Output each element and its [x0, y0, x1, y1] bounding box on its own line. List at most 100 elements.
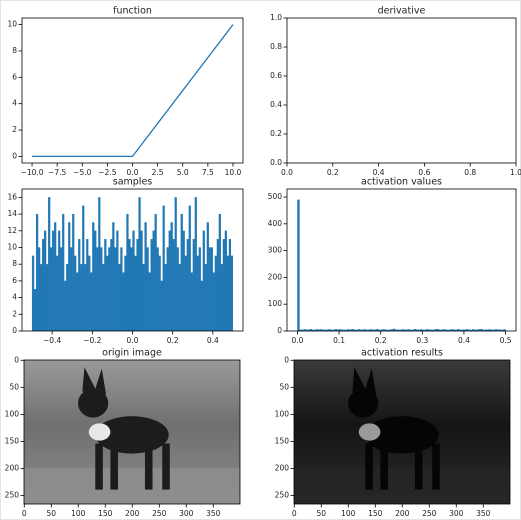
hist-bar	[80, 264, 83, 332]
subplot-title: derivative	[378, 6, 426, 17]
x-tick-label: 300	[449, 509, 464, 518]
hist-bar	[160, 280, 163, 332]
axes-frame	[286, 188, 517, 332]
hist-bar	[126, 213, 129, 332]
hist-bar	[150, 239, 153, 332]
x-tick-label: 50	[316, 509, 326, 518]
hist-bar	[118, 264, 121, 332]
hist-bar	[140, 230, 143, 332]
y-tick-label: 0	[12, 151, 17, 160]
hist-bar	[222, 239, 226, 332]
hist-bar	[148, 272, 151, 332]
x-tick-label: 0.8	[464, 168, 476, 177]
y-tick-label: 150	[5, 436, 20, 445]
hist-bar	[82, 205, 85, 332]
hist-bar	[48, 197, 51, 332]
hist-bar	[130, 247, 133, 332]
hist-bar	[188, 205, 191, 332]
hist-bar	[206, 222, 209, 332]
hist-bar	[92, 222, 95, 332]
image-ground	[294, 468, 510, 504]
hist-bar	[226, 255, 230, 332]
y-tick-label: 0.6	[270, 71, 282, 80]
hist-bar	[164, 264, 167, 332]
y-tick-label: 200	[275, 464, 290, 473]
x-tick-label: 0.4	[373, 168, 385, 177]
hist-bar	[68, 222, 71, 332]
hist-bar	[46, 264, 49, 332]
hist-bar	[50, 247, 53, 332]
hist-bar	[70, 247, 73, 332]
hist-bar	[41, 239, 45, 332]
dog-chest	[358, 423, 381, 441]
y-tick-label: 0	[12, 326, 17, 335]
hist-bar	[156, 247, 159, 332]
x-tick-label: −10.0	[21, 168, 44, 177]
dog-leg	[414, 443, 423, 490]
hist-bar	[96, 247, 99, 332]
hist-bar	[170, 222, 173, 332]
hist-bar	[198, 247, 201, 332]
y-tick-label: 400	[268, 219, 283, 228]
y-tick-label: 0	[277, 326, 282, 335]
x-tick-label: 250	[422, 509, 437, 518]
x-tick-label: 0.0	[127, 336, 139, 345]
x-tick-label: 350	[476, 509, 491, 518]
x-tick-label: 350	[206, 509, 221, 518]
y-tick-label: 16	[7, 192, 17, 201]
hist-bar	[146, 247, 149, 332]
y-tick-label: 8	[12, 46, 17, 55]
x-tick-label: 0.0	[281, 168, 293, 177]
hist-bar	[134, 255, 137, 332]
x-tick-label: 150	[368, 509, 383, 518]
hist-bar	[214, 255, 217, 332]
y-tick-label: 50	[279, 382, 289, 391]
hist-bar	[58, 230, 61, 332]
y-tick-label: 6	[12, 72, 17, 81]
x-tick-label: 200	[125, 509, 140, 518]
dog-leg	[110, 443, 118, 490]
hist-bar	[116, 230, 119, 332]
hist-bar	[54, 222, 57, 332]
y-tick-label: 250	[5, 491, 20, 500]
x-tick-label: 0	[292, 509, 297, 518]
x-tick-label: 100	[341, 509, 356, 518]
axes-frame	[293, 359, 511, 505]
y-tick-label: 14	[7, 209, 17, 218]
hist-bar	[192, 239, 195, 332]
x-tick-label: 50	[46, 509, 56, 518]
y-tick-label: 4	[12, 99, 17, 108]
hist-bar	[102, 264, 105, 332]
hist-bar	[128, 239, 131, 332]
y-tick-label: 12	[7, 226, 17, 235]
y-tick-label: 250	[275, 491, 290, 500]
hist-bar	[228, 239, 232, 332]
subplot-title: samples	[113, 177, 153, 188]
x-tick-label: 300	[179, 509, 194, 518]
x-tick-label: 0.2	[375, 336, 387, 345]
x-tick-label: 10.0	[225, 168, 242, 177]
y-tick-label: 2	[12, 125, 17, 134]
hist-bar	[39, 264, 43, 332]
hist-bar	[200, 280, 203, 332]
hist-bar	[122, 272, 125, 332]
hist-bar	[88, 255, 91, 332]
subplot-title: origin image	[102, 348, 162, 359]
hist-bar	[190, 272, 193, 332]
x-tick-label: −5.0	[73, 168, 91, 177]
dog-leg	[144, 443, 153, 490]
y-tick-label: 500	[268, 192, 283, 201]
hist-bar	[176, 247, 179, 332]
dog-leg	[432, 443, 440, 490]
x-tick-label: 0.3	[416, 336, 428, 345]
dog-head	[348, 388, 379, 418]
hist-bar	[212, 272, 215, 332]
y-tick-label: 0	[284, 355, 289, 364]
subplot-title: activation values	[361, 177, 442, 188]
y-tick-label: 0.0	[270, 158, 282, 167]
y-tick-label: 100	[5, 409, 20, 418]
x-tick-label: 250	[152, 509, 167, 518]
x-tick-label: 0	[22, 509, 27, 518]
y-tick-label: 50	[9, 382, 19, 391]
hist-bar	[186, 239, 189, 332]
